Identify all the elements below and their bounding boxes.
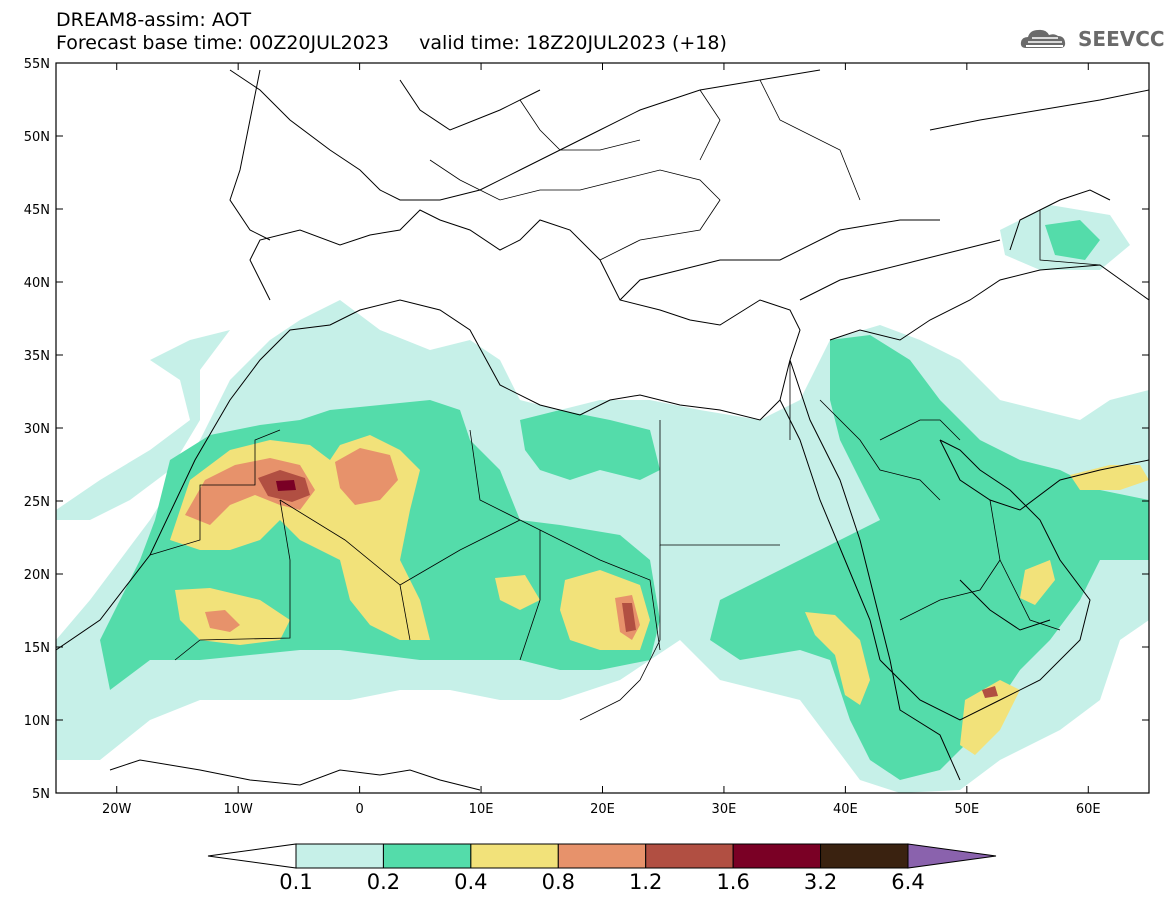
coastlines [56, 69, 1149, 791]
aot-band-1.6 [276, 480, 296, 491]
aot-band-1.2-chad [622, 603, 636, 632]
lon-label: 10W [223, 802, 253, 817]
lon-label: 0 [355, 802, 363, 817]
colorbar-level-label: 6.4 [891, 870, 924, 894]
lat-label: 5N [32, 787, 50, 802]
valid-time: valid time: 18Z20JUL2023 (+18) [419, 32, 727, 54]
colorbar-level-label: 0.1 [279, 870, 312, 894]
aot-band-0.4-niger [495, 575, 540, 610]
aot-band-1.2-somalia [982, 686, 998, 698]
lon-label: 50E [954, 802, 979, 817]
colorbar-level-label: 1.2 [629, 870, 662, 894]
lat-label: 35N [24, 349, 50, 364]
lon-label: 60E [1076, 802, 1101, 817]
colorbar-level-label: 0.4 [454, 870, 487, 894]
lon-label: 40E [833, 802, 858, 817]
colorbar-min-arrow [207, 843, 297, 869]
colorbar-box [557, 843, 647, 869]
lon-label: 20E [590, 802, 615, 817]
country-borders [149, 79, 1101, 721]
lat-label: 45N [24, 203, 50, 218]
lat-label: 15N [24, 641, 50, 656]
colorbar-box [820, 843, 909, 869]
colorbar-level-label: 0.8 [542, 870, 575, 894]
colorbar-level-label: 3.2 [804, 870, 837, 894]
aot-band-0.4-mauritania [175, 588, 290, 645]
lat-label: 10N [24, 714, 50, 729]
lat-label: 30N [24, 422, 50, 437]
lat-label: 25N [24, 495, 50, 510]
aot-band-0.2-caspian [1045, 220, 1100, 260]
aot-band-0.8-algeria [335, 448, 398, 505]
colorbar-legend: 0.1 0.2 0.4 0.8 1.2 1.6 3.2 6.4 [207, 843, 997, 894]
lat-label: 20N [24, 568, 50, 583]
logo-text: SEEVCCC [1078, 27, 1165, 51]
aot-band-0.4-oman [1020, 560, 1055, 605]
seevccc-logo: SEEVCCC [1018, 22, 1165, 56]
colorbar-box [295, 843, 384, 869]
lat-label: 40N [24, 276, 50, 291]
colorbar-max-arrow [907, 843, 997, 869]
latitude-axis: 55N 50N 45N 40N 35N 30N 25N 20N 15N 10N 5N [24, 57, 1149, 802]
lon-label: 10E [469, 802, 494, 817]
lat-label: 50N [24, 130, 50, 145]
aot-band-0.4-iran [1070, 465, 1149, 490]
lon-label: 30E [712, 802, 737, 817]
lon-label: 20W [102, 802, 132, 817]
colorbar-level-label: 0.2 [367, 870, 400, 894]
map-title: DREAM8-assim: AOT [56, 9, 252, 31]
colorbar-box [732, 843, 822, 869]
aot-band-0.4-red-sea [805, 612, 870, 705]
lat-label: 55N [24, 57, 50, 72]
aot-band-0.2-libya [520, 410, 660, 480]
longitude-axis: 20W 10W 0 10E 20E 30E 40E 50E 60E [102, 63, 1101, 817]
colorbar-box [382, 843, 472, 869]
aot-band-0.1-west [56, 330, 230, 520]
time-info: Forecast base time: 00Z20JUL2023 valid t… [56, 33, 727, 53]
colorbar-box [470, 843, 559, 869]
aot-band-0.4-somalia [960, 680, 1020, 755]
aot-band-0.2-arabia [710, 335, 1149, 780]
colorbar-box [645, 843, 734, 869]
colorbar-level-label: 1.6 [716, 870, 749, 894]
aot-shading [56, 205, 1149, 793]
aot-band-0.8-mauritania [205, 610, 240, 632]
forecast-base-time: Forecast base time: 00Z20JUL2023 [56, 32, 389, 54]
cloud-icon [1020, 29, 1066, 48]
